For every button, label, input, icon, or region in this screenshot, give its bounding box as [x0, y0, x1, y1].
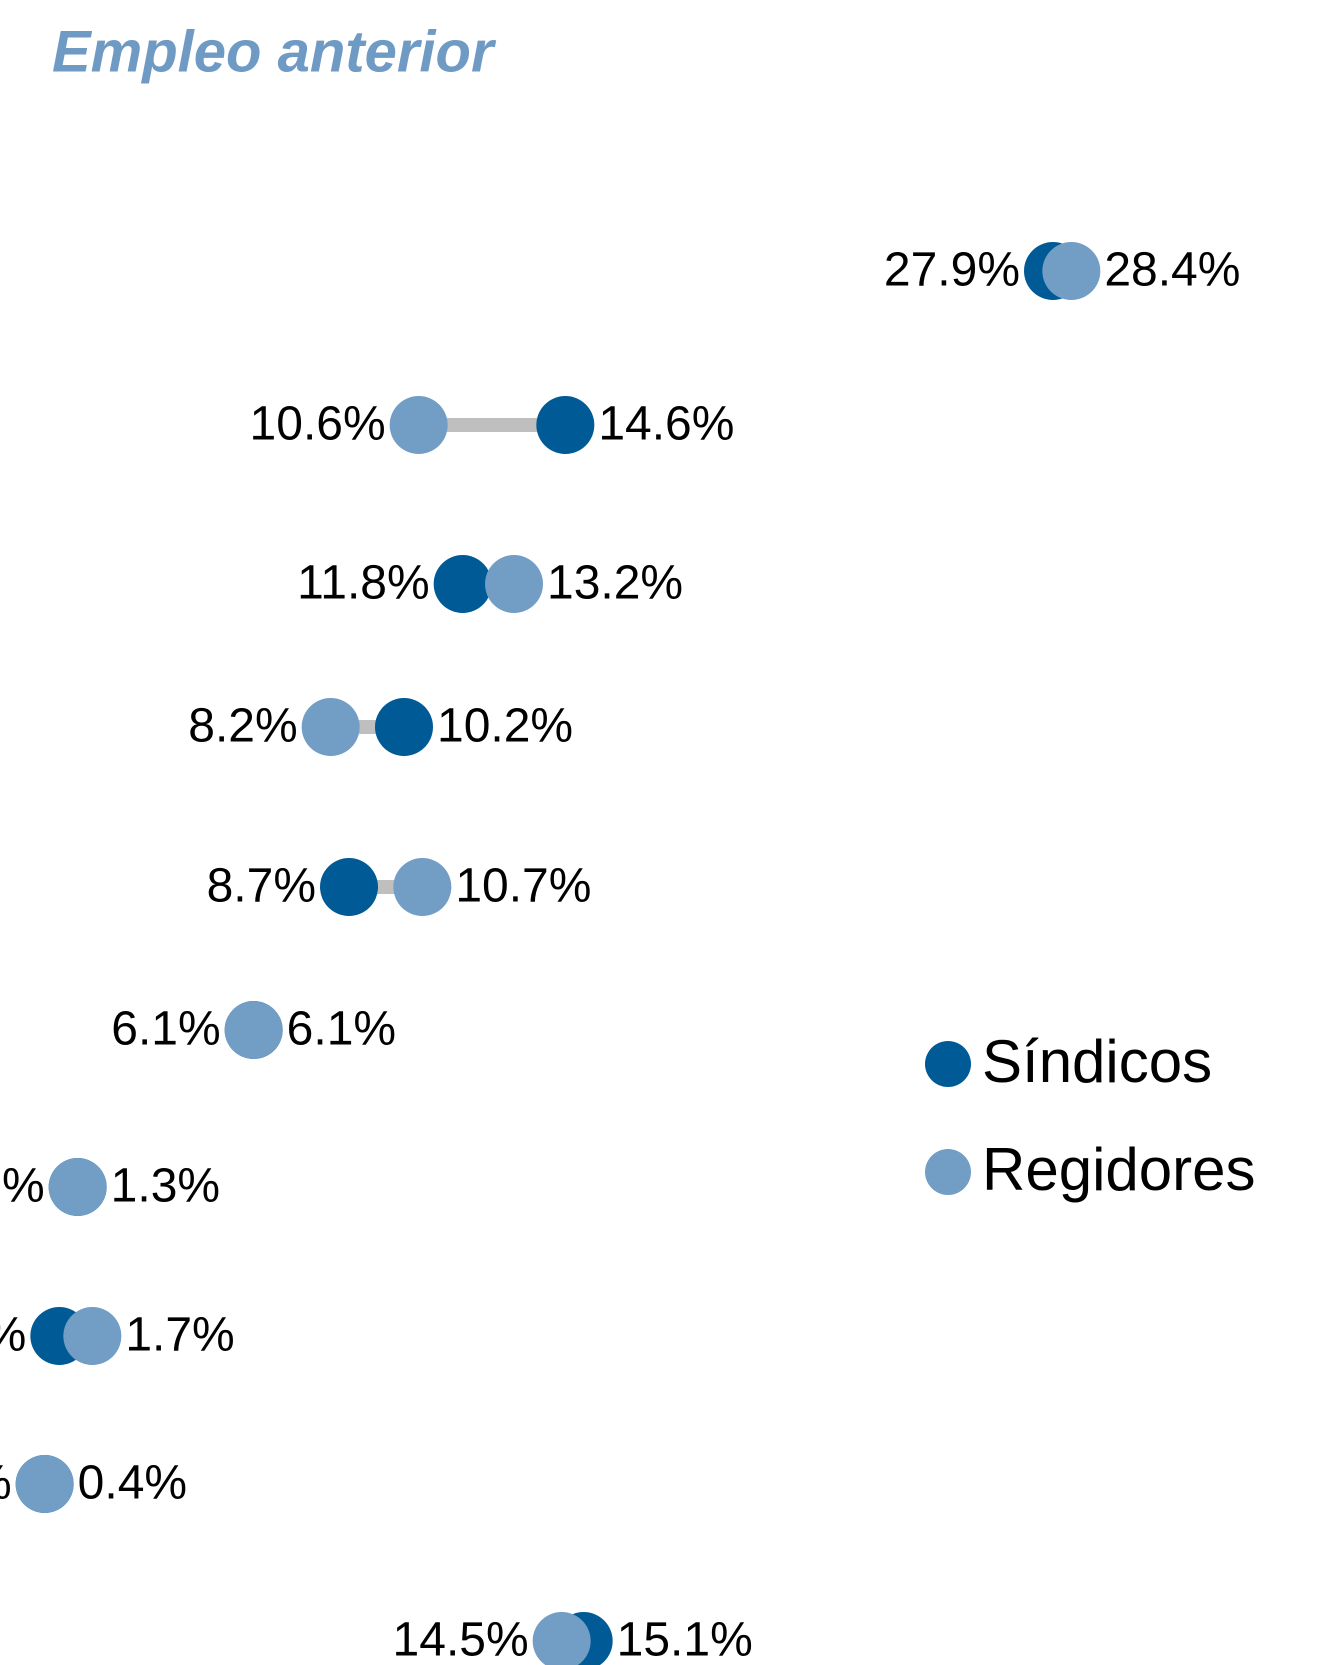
- value-label: 1.3%: [111, 1160, 220, 1213]
- dot: [224, 1001, 283, 1059]
- value-label: 0.4%: [0, 1457, 12, 1510]
- dot: [320, 858, 378, 916]
- value-label: 8.7%: [207, 860, 316, 913]
- dot: [48, 1158, 107, 1216]
- value-label: 0.4%: [78, 1457, 187, 1510]
- dot: [536, 396, 595, 454]
- chart-title: Empleo anterior: [52, 19, 497, 84]
- dot: [389, 396, 448, 454]
- dot: [393, 858, 452, 916]
- dot: [63, 1307, 122, 1365]
- value-label: 28.4%: [1104, 244, 1240, 297]
- value-label: 10.6%: [250, 398, 386, 451]
- value-label: 15.1%: [617, 1614, 753, 1665]
- value-label: 11.8%: [297, 557, 430, 610]
- dot: [485, 555, 543, 613]
- value-label: 14.6%: [598, 398, 734, 451]
- dot: [15, 1455, 74, 1513]
- value-label: 6.1%: [111, 1003, 220, 1056]
- legend-marker: [925, 1041, 971, 1087]
- dot: [1042, 242, 1101, 300]
- value-label: 1.7%: [125, 1309, 234, 1362]
- dot: [301, 698, 360, 756]
- value-label: 0.8%: [0, 1309, 26, 1362]
- legend-label: Síndicos: [982, 1028, 1212, 1095]
- value-label: 6.1%: [287, 1003, 396, 1056]
- dot: [433, 555, 492, 613]
- value-label: 1.3%: [0, 1160, 45, 1213]
- value-label: 27.9%: [884, 244, 1020, 297]
- legend-marker: [925, 1149, 971, 1195]
- value-label: 10.7%: [455, 860, 591, 913]
- value-label: 8.2%: [188, 700, 297, 753]
- value-label: 13.2%: [547, 557, 683, 610]
- value-label: 14.5%: [393, 1614, 529, 1665]
- dot: [375, 698, 433, 756]
- value-label: 10.2%: [437, 700, 573, 753]
- legend-label: Regidores: [982, 1136, 1256, 1203]
- dot: [532, 1612, 591, 1665]
